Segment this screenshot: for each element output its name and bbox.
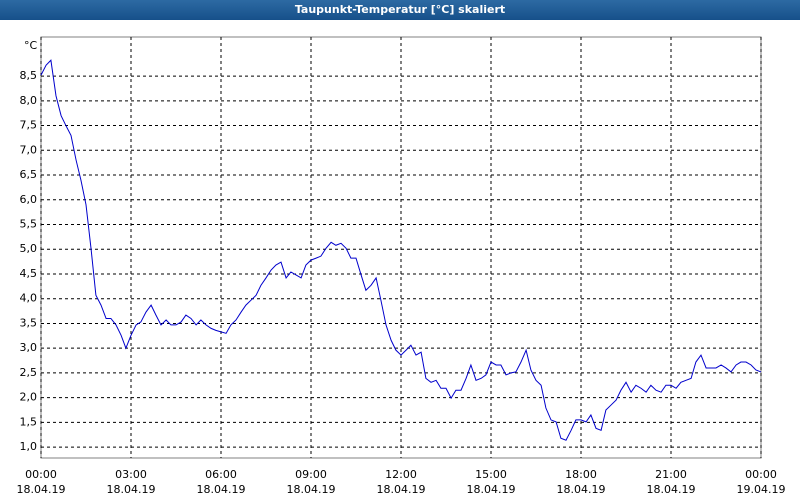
x-tick-date: 18.04.19 — [647, 483, 696, 496]
x-tick-date: 18.04.19 — [287, 483, 336, 496]
y-tick-label: 7,5 — [20, 119, 38, 132]
y-tick-label: 5,0 — [20, 242, 38, 255]
x-tick-date: 18.04.19 — [557, 483, 606, 496]
y-unit: °C — [24, 39, 38, 52]
y-tick-label: 1,0 — [20, 440, 38, 453]
y-tick-label: 6,0 — [20, 193, 38, 206]
y-tick-label: 3,5 — [20, 316, 38, 329]
y-tick-label: 5,5 — [20, 217, 38, 230]
y-tick-label: 4,5 — [20, 267, 38, 280]
y-tick-label: 8,5 — [20, 69, 38, 82]
y-tick-label: 3,0 — [20, 341, 38, 354]
x-tick-label: 12:00 — [385, 468, 417, 481]
title-bar: Taupunkt-Temperatur [°C] skaliert — [0, 0, 800, 20]
chart: °C 1,0 1,5 2,0 2,5 3,0 3,5 4,0 4,5 5,0 5,5 6,0 6,5 7… — [17, 36, 786, 496]
y-tick-label: 1,5 — [20, 415, 38, 428]
x-tick-date: 19.04.19 — [737, 483, 786, 496]
x-tick-date: 18.04.19 — [377, 483, 426, 496]
y-tick-label: 4,0 — [20, 292, 38, 305]
x-tick-label: 00:00 — [25, 468, 57, 481]
x-tick-label: 00:00 — [745, 468, 777, 481]
x-tick-label: 18:00 — [565, 468, 597, 481]
y-tick-label: 2,0 — [20, 391, 38, 404]
y-tick-label: 8,0 — [20, 94, 38, 107]
x-tick-date: 18.04.19 — [107, 483, 156, 496]
x-tick-label: 06:00 — [205, 468, 237, 481]
x-tick-date: 18.04.19 — [17, 483, 66, 496]
x-tick-label: 09:00 — [295, 468, 327, 481]
y-tick-label: 7,0 — [20, 143, 38, 156]
y-tick-label: 6,5 — [20, 168, 38, 181]
data-line — [40, 59, 762, 441]
x-tick-label: 21:00 — [655, 468, 687, 481]
x-tick-date: 18.04.19 — [467, 483, 516, 496]
x-tick-date: 18.04.19 — [197, 483, 246, 496]
y-tick-label: 2,5 — [20, 366, 38, 379]
x-tick-label: 03:00 — [115, 468, 147, 481]
x-tick-label: 15:00 — [475, 468, 507, 481]
